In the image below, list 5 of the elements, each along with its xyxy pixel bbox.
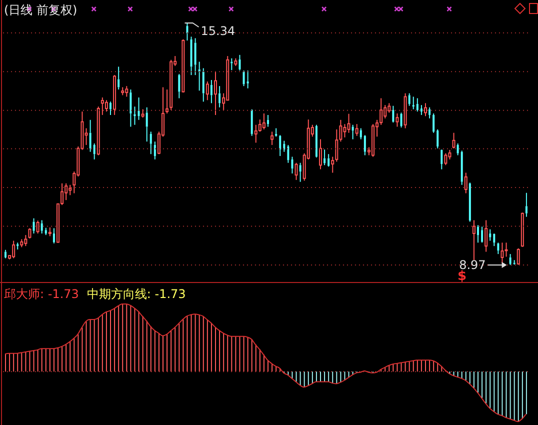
annotation: 15.34 — [200, 24, 236, 38]
text: 中期方向线: -1.73 — [86, 287, 186, 301]
text: $ — [457, 269, 467, 284]
text: 邱大师: -1.73 — [4, 287, 79, 301]
chart-title: (日线 前复权) — [4, 2, 78, 19]
